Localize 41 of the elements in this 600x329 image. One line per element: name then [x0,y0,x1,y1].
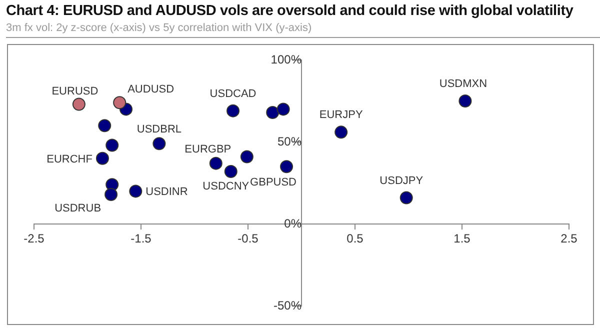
point [280,160,294,174]
annotation: EURUSD [52,85,98,98]
x-tick-label: -1.5 [130,232,152,246]
annotation: AUDUSD [128,84,174,96]
point [224,165,238,178]
point [104,188,118,201]
point [266,106,280,119]
annotation: USDBRL [136,124,182,136]
annotation: USDMXN [439,78,488,90]
point [98,119,112,132]
point [106,138,119,152]
x-tick-label: 1.5 [454,232,471,246]
point [276,102,290,116]
point [129,184,142,198]
annotation: EURGBP [184,143,232,156]
point [226,104,240,118]
annotation: USDJPY [380,174,424,187]
point [96,152,109,165]
x-tick-label: 2.5 [560,232,578,246]
annotation: GBPUSD [250,176,297,189]
y-tick-label: 100% [270,52,302,66]
annotation: EURJPY [319,109,364,122]
x-tick-label: 0.5 [346,232,364,246]
point [400,191,413,204]
y-tick-label: -50% [273,298,302,312]
annotation: USDCNY [202,180,250,193]
chart-subtitle: 3m fx vol: 2y z-score (x-axis) vs 5y correlation with VIX (y-axis) [6,22,312,34]
point [240,150,254,164]
annotation: EURCHF [46,153,93,166]
annotation: USDCAD [210,88,256,100]
chart-title: Chart 4: EURUSD and AUDUSD vols are oversold and could rise with global volatility [6,3,574,19]
annotation: USDINR [146,186,188,198]
x-tick-label: -2.5 [24,232,45,246]
point [209,156,222,170]
point [458,94,472,108]
x-tick-label: -0.5 [238,232,259,246]
annotation: USDRUB [54,202,102,215]
point [334,126,348,139]
point [72,98,86,111]
point [152,137,166,150]
point [113,96,126,110]
